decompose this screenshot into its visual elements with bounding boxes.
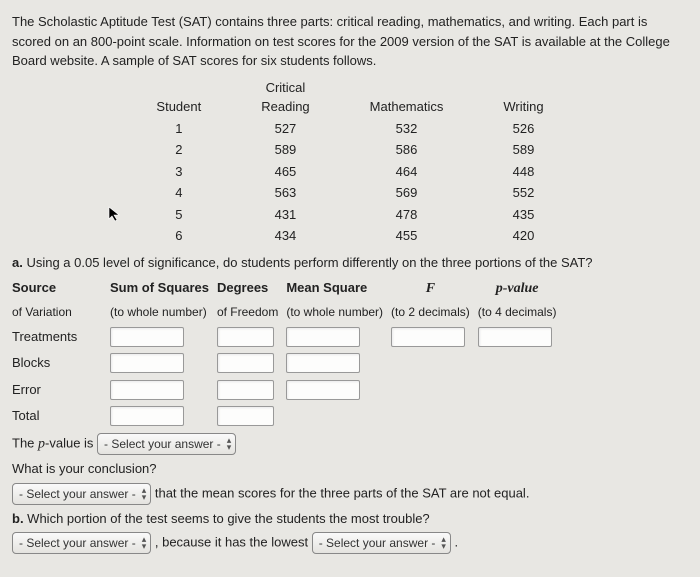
hdr-df2: of Freedom [217,301,286,323]
hdr-source1: Source [12,276,110,301]
table-cell: 4 [126,182,231,204]
col-math: Mathematics [340,77,474,118]
intro-text: The Scholastic Aptitude Test (SAT) conta… [12,12,688,71]
table-cell: 569 [340,182,474,204]
select-portion[interactable]: - Select your answer - ▴▾ [12,532,151,554]
input-error-ms[interactable] [286,380,360,400]
hdr-ss1: Sum of Squares [110,276,217,301]
select-lowest[interactable]: - Select your answer - ▴▾ [312,532,451,554]
updown-icon: ▴▾ [227,437,232,451]
pvalue-pre: The [12,436,38,451]
table-cell: 586 [340,139,474,161]
input-error-ss[interactable] [110,380,184,400]
table-cell: 448 [473,161,573,183]
hdr-f2: (to 2 decimals) [391,301,478,323]
part-b-label: b. [12,511,24,526]
select-lowest-label: - Select your answer - [319,534,436,552]
input-total-df[interactable] [217,406,274,426]
row-total: Total [12,403,110,430]
table-cell: 589 [231,139,339,161]
col-reading: CriticalReading [231,77,339,118]
part-a-label: a. [12,255,23,270]
row-error: Error [12,376,110,403]
col-writing: Writing [473,77,573,118]
input-blocks-ms[interactable] [286,353,360,373]
table-cell: 465 [231,161,339,183]
table-cell: 527 [231,118,339,140]
qb-end: . [451,535,458,550]
select-portion-label: - Select your answer - [19,534,136,552]
input-treatments-df[interactable] [217,327,274,347]
hdr-ms1: Mean Square [286,276,391,301]
table-cell: 6 [126,225,231,247]
select-pvalue-label: - Select your answer - [104,435,221,453]
hdr-source2: of Variation [12,301,110,323]
input-blocks-ss[interactable] [110,353,184,373]
table-cell: 478 [340,204,474,226]
scores-table: Student CriticalReading Mathematics Writ… [126,77,573,247]
pvalue-post: -value is [45,436,97,451]
select-pvalue[interactable]: - Select your answer - ▴▾ [97,433,236,455]
row-blocks: Blocks [12,350,110,377]
input-treatments-ss[interactable] [110,327,184,347]
table-cell: 589 [473,139,573,161]
table-cell: 455 [340,225,474,247]
updown-icon: ▴▾ [142,487,147,501]
row-treatments: Treatments [12,323,110,350]
hdr-p2: (to 4 decimals) [478,301,565,323]
table-cell: 464 [340,161,474,183]
hdr-df1: Degrees [217,276,286,301]
table-cell: 434 [231,225,339,247]
hdr-f1: F [391,276,478,301]
select-conclusion[interactable]: - Select your answer - ▴▾ [12,483,151,505]
hdr-ss2: (to whole number) [110,301,217,323]
table-cell: 2 [126,139,231,161]
input-error-df[interactable] [217,380,274,400]
input-total-ss[interactable] [110,406,184,426]
table-cell: 435 [473,204,573,226]
part-a-question: Using a 0.05 level of significance, do s… [23,255,593,270]
input-treatments-ms[interactable] [286,327,360,347]
updown-icon: ▴▾ [441,536,446,550]
table-cell: 5 [126,204,231,226]
input-treatments-p[interactable] [478,327,552,347]
table-cell: 532 [340,118,474,140]
select-conclusion-label: - Select your answer - [19,485,136,503]
table-cell: 552 [473,182,573,204]
table-cell: 526 [473,118,573,140]
anova-table: Source Sum of Squares Degrees Mean Squar… [12,276,564,429]
conclusion-question: What is your conclusion? [12,459,688,479]
pvalue-p: p [38,437,45,452]
input-treatments-f[interactable] [391,327,465,347]
col-student: Student [126,77,231,118]
table-cell: 431 [231,204,339,226]
table-cell: 563 [231,182,339,204]
hdr-p1: p-value [478,276,565,301]
table-cell: 1 [126,118,231,140]
hdr-ms2: (to whole number) [286,301,391,323]
table-cell: 420 [473,225,573,247]
qb-mid: , because it has the lowest [151,535,311,550]
updown-icon: ▴▾ [142,536,147,550]
input-blocks-df[interactable] [217,353,274,373]
part-b-question: Which portion of the test seems to give … [24,511,430,526]
conclusion-tail: that the mean scores for the three parts… [151,485,529,500]
table-cell: 3 [126,161,231,183]
